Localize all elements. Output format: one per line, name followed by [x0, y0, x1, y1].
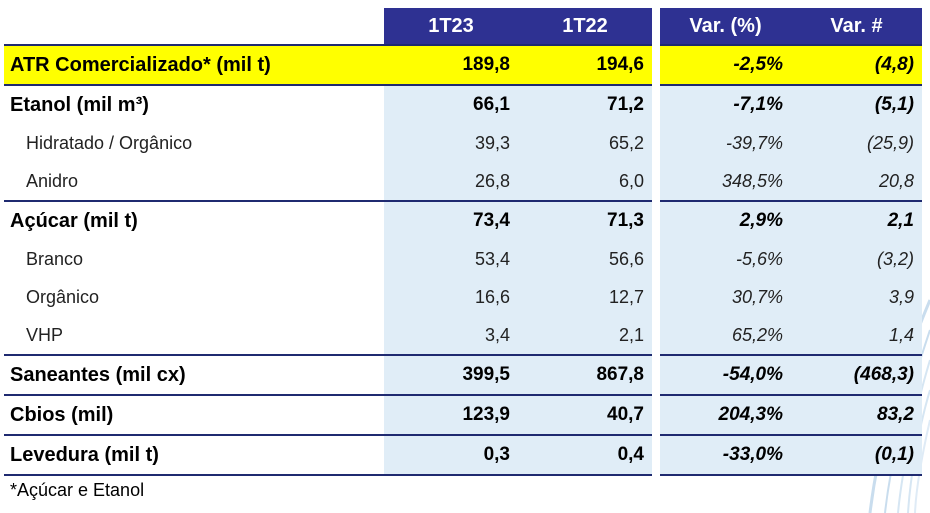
footnote: *Açúcar e Etanol	[10, 480, 145, 500]
column-gap	[652, 278, 660, 316]
column-gap	[652, 85, 660, 124]
value-var-pct: 348,5%	[660, 162, 791, 201]
row-label: Levedura (mil t)	[4, 434, 384, 476]
value-var-pct: 30,7%	[660, 278, 791, 316]
table-row: Açúcar (mil t) 73,4 71,3 2,9% 2,1	[4, 200, 922, 240]
results-table: 1T23 1T22 Var. (%) Var. # ATR Comerciali…	[4, 8, 922, 476]
table-row: Hidratado / Orgânico 39,3 65,2 -39,7% (2…	[4, 124, 922, 162]
row-label: ATR Comercializado* (mil t)	[4, 44, 384, 85]
header-1t23: 1T23	[384, 8, 518, 45]
value-var-abs: (3,2)	[791, 240, 922, 278]
value-var-abs: (5,1)	[791, 84, 922, 124]
row-label: Branco	[26, 248, 84, 269]
value-var-abs: (468,3)	[791, 354, 922, 395]
value-var-pct: 204,3%	[660, 394, 791, 435]
row-label: Hidratado / Orgânico	[26, 132, 193, 153]
row-label: Cbios (mil)	[4, 394, 384, 435]
value-var-abs: 2,1	[791, 200, 922, 240]
value-var-pct: 2,9%	[660, 200, 791, 240]
value-1t23: 123,9	[384, 394, 518, 435]
table-row: Cbios (mil) 123,9 40,7 204,3% 83,2	[4, 394, 922, 435]
value-1t22: 12,7	[518, 278, 652, 316]
value-var-abs: (4,8)	[791, 44, 922, 85]
value-var-abs: (0,1)	[791, 434, 922, 476]
value-1t22: 867,8	[518, 354, 652, 395]
value-var-abs: 20,8	[791, 162, 922, 201]
value-var-abs: 3,9	[791, 278, 922, 316]
column-gap	[652, 201, 660, 240]
table-header-row: 1T23 1T22 Var. (%) Var. #	[4, 8, 922, 45]
value-var-pct: -5,6%	[660, 240, 791, 278]
value-1t23: 3,4	[384, 316, 518, 355]
row-label: Anidro	[26, 170, 79, 191]
table-row: ATR Comercializado* (mil t) 189,8 194,6 …	[4, 44, 922, 85]
header-var-pct: Var. (%)	[660, 8, 791, 45]
row-label: Açúcar (mil t)	[4, 200, 384, 240]
value-var-abs: 1,4	[791, 316, 922, 355]
value-1t23: 0,3	[384, 434, 518, 476]
column-gap	[652, 45, 660, 85]
value-1t22: 40,7	[518, 394, 652, 435]
table-row: Levedura (mil t) 0,3 0,4 -33,0% (0,1)	[4, 434, 922, 476]
row-label: Saneantes (mil cx)	[4, 354, 384, 395]
value-1t23: 16,6	[384, 278, 518, 316]
row-label: VHP	[26, 324, 64, 345]
header-empty-cell	[4, 8, 384, 45]
column-gap	[652, 8, 660, 45]
value-1t22: 6,0	[518, 162, 652, 201]
value-var-pct: -54,0%	[660, 354, 791, 395]
value-var-pct: -39,7%	[660, 124, 791, 162]
value-1t22: 71,2	[518, 84, 652, 124]
header-1t22: 1T22	[518, 8, 652, 45]
column-gap	[652, 395, 660, 435]
value-1t23: 399,5	[384, 354, 518, 395]
column-gap	[652, 240, 660, 278]
value-1t23: 53,4	[384, 240, 518, 278]
value-1t23: 39,3	[384, 124, 518, 162]
column-gap	[652, 355, 660, 395]
table-row: VHP 3,4 2,1 65,2% 1,4	[4, 316, 922, 355]
value-var-pct: -33,0%	[660, 434, 791, 476]
value-var-pct: -7,1%	[660, 84, 791, 124]
value-1t22: 0,4	[518, 434, 652, 476]
value-var-pct: -2,5%	[660, 44, 791, 85]
row-label: Etanol (mil m³)	[4, 84, 384, 124]
value-1t23: 189,8	[384, 44, 518, 85]
table-row: Orgânico 16,6 12,7 30,7% 3,9	[4, 278, 922, 316]
value-1t22: 71,3	[518, 200, 652, 240]
table-row: Anidro 26,8 6,0 348,5% 20,8	[4, 162, 922, 201]
column-gap	[652, 162, 660, 201]
value-1t22: 56,6	[518, 240, 652, 278]
table-row: Branco 53,4 56,6 -5,6% (3,2)	[4, 240, 922, 278]
header-var-abs: Var. #	[791, 8, 922, 45]
column-gap	[652, 124, 660, 162]
column-gap	[652, 316, 660, 355]
value-1t22: 65,2	[518, 124, 652, 162]
value-1t22: 194,6	[518, 44, 652, 85]
value-var-pct: 65,2%	[660, 316, 791, 355]
column-gap	[652, 435, 660, 475]
value-1t23: 73,4	[384, 200, 518, 240]
value-1t22: 2,1	[518, 316, 652, 355]
value-var-abs: (25,9)	[791, 124, 922, 162]
value-1t23: 26,8	[384, 162, 518, 201]
value-var-abs: 83,2	[791, 394, 922, 435]
table-row: Etanol (mil m³) 66,1 71,2 -7,1% (5,1)	[4, 84, 922, 124]
value-1t23: 66,1	[384, 84, 518, 124]
table-row: Saneantes (mil cx) 399,5 867,8 -54,0% (4…	[4, 354, 922, 395]
row-label: Orgânico	[26, 286, 100, 307]
